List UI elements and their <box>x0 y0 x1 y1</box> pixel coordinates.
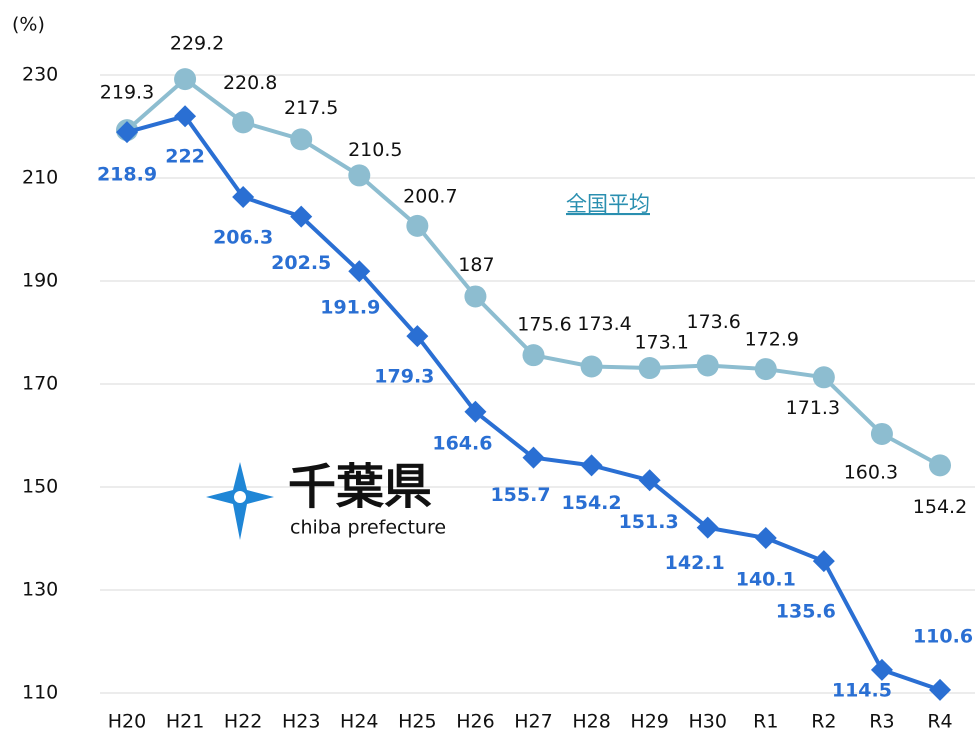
x-tick-label: H20 <box>108 711 146 733</box>
point <box>406 325 429 348</box>
data-label: 219.3 <box>100 82 154 104</box>
x-tick-label: H27 <box>514 711 552 733</box>
point <box>812 550 835 573</box>
y-tick-label: 190 <box>22 270 58 292</box>
data-label: 173.4 <box>577 313 631 335</box>
point <box>348 260 371 283</box>
x-tick-label: H26 <box>456 711 494 733</box>
data-label: 179.3 <box>374 366 434 388</box>
point <box>522 446 545 469</box>
point <box>116 121 138 144</box>
data-label: 154.2 <box>562 492 622 514</box>
data-label: 114.5 <box>832 679 892 701</box>
x-tick-label: R1 <box>753 711 778 733</box>
data-label: 142.1 <box>665 552 725 574</box>
data-label: 173.6 <box>687 311 741 333</box>
series: 218.9 222 206.3 202.5 191.9 179.3 164.6 155.7 15… <box>97 105 973 701</box>
logo-dot <box>234 491 246 503</box>
y-axis-label: (%) <box>12 14 45 36</box>
y-tick-label: 130 <box>22 579 58 601</box>
x-tick-label: H21 <box>166 711 204 733</box>
x-tick-label: H30 <box>688 711 726 733</box>
x-tick-label: R4 <box>927 711 952 733</box>
point <box>870 422 893 445</box>
y-tick-label: 110 <box>22 682 58 704</box>
data-label: 154.2 <box>913 496 967 518</box>
point <box>290 205 313 228</box>
point <box>696 354 719 377</box>
y-tick-label: 170 <box>22 373 58 395</box>
point <box>232 186 255 209</box>
point <box>464 285 487 308</box>
x-tick-label: R2 <box>811 711 836 733</box>
point <box>638 357 661 380</box>
logo-subtitle: chiba prefecture <box>290 517 446 539</box>
point <box>929 678 951 701</box>
point <box>754 526 777 549</box>
data-label: 229.2 <box>170 33 224 55</box>
point <box>870 658 893 681</box>
x-tick-label: H23 <box>282 711 320 733</box>
point <box>580 454 603 477</box>
point <box>754 358 777 381</box>
data-label: 218.9 <box>97 164 157 186</box>
data-label: 217.5 <box>284 97 338 119</box>
point <box>812 366 835 389</box>
data-label: 164.6 <box>432 432 492 454</box>
data-label: 187 <box>458 254 494 276</box>
data-label: 210.5 <box>348 139 402 161</box>
series-annotation: 全国平均 <box>566 192 650 216</box>
x-tick-label: H22 <box>224 711 262 733</box>
data-label: 202.5 <box>271 252 331 274</box>
data-label: 110.6 <box>913 625 973 647</box>
data-label: 220.8 <box>223 72 277 94</box>
point <box>290 128 313 151</box>
point <box>232 111 255 134</box>
y-tick-label: 210 <box>22 167 58 189</box>
data-label: 206.3 <box>213 227 273 249</box>
point <box>174 68 197 91</box>
x-tick-label: H25 <box>398 711 436 733</box>
point <box>464 400 487 423</box>
logo-text: 千葉県 <box>288 459 432 515</box>
x-tick-label: H29 <box>630 711 668 733</box>
y-tick-label: 230 <box>22 64 58 86</box>
data-label: 155.7 <box>490 484 550 506</box>
point <box>406 214 429 237</box>
point <box>522 344 545 367</box>
y-tick-label: 150 <box>22 476 58 498</box>
point <box>638 469 661 492</box>
data-label: 151.3 <box>619 511 679 533</box>
point <box>580 355 603 378</box>
logo: 千葉県 chiba prefecture <box>206 459 446 540</box>
data-label: 160.3 <box>844 461 898 483</box>
data-label: 222 <box>165 146 205 168</box>
data-label: 140.1 <box>736 568 796 590</box>
data-label: 173.1 <box>634 332 688 354</box>
point <box>929 454 951 477</box>
x-tick-label: H28 <box>572 711 610 733</box>
point <box>348 164 371 187</box>
series: 219.3 229.2 220.8 217.5 210.5 200.7 187 175.6 17… <box>100 33 967 518</box>
data-label: 175.6 <box>517 314 571 336</box>
data-label: 191.9 <box>320 297 380 319</box>
x-tick-label: R3 <box>869 711 894 733</box>
data-label: 172.9 <box>745 329 799 351</box>
data-label: 171.3 <box>786 397 840 419</box>
data-label: 135.6 <box>776 601 836 623</box>
point <box>174 105 197 128</box>
x-tick-label: H24 <box>340 711 378 733</box>
point <box>696 516 719 539</box>
data-label: 200.7 <box>403 185 457 207</box>
